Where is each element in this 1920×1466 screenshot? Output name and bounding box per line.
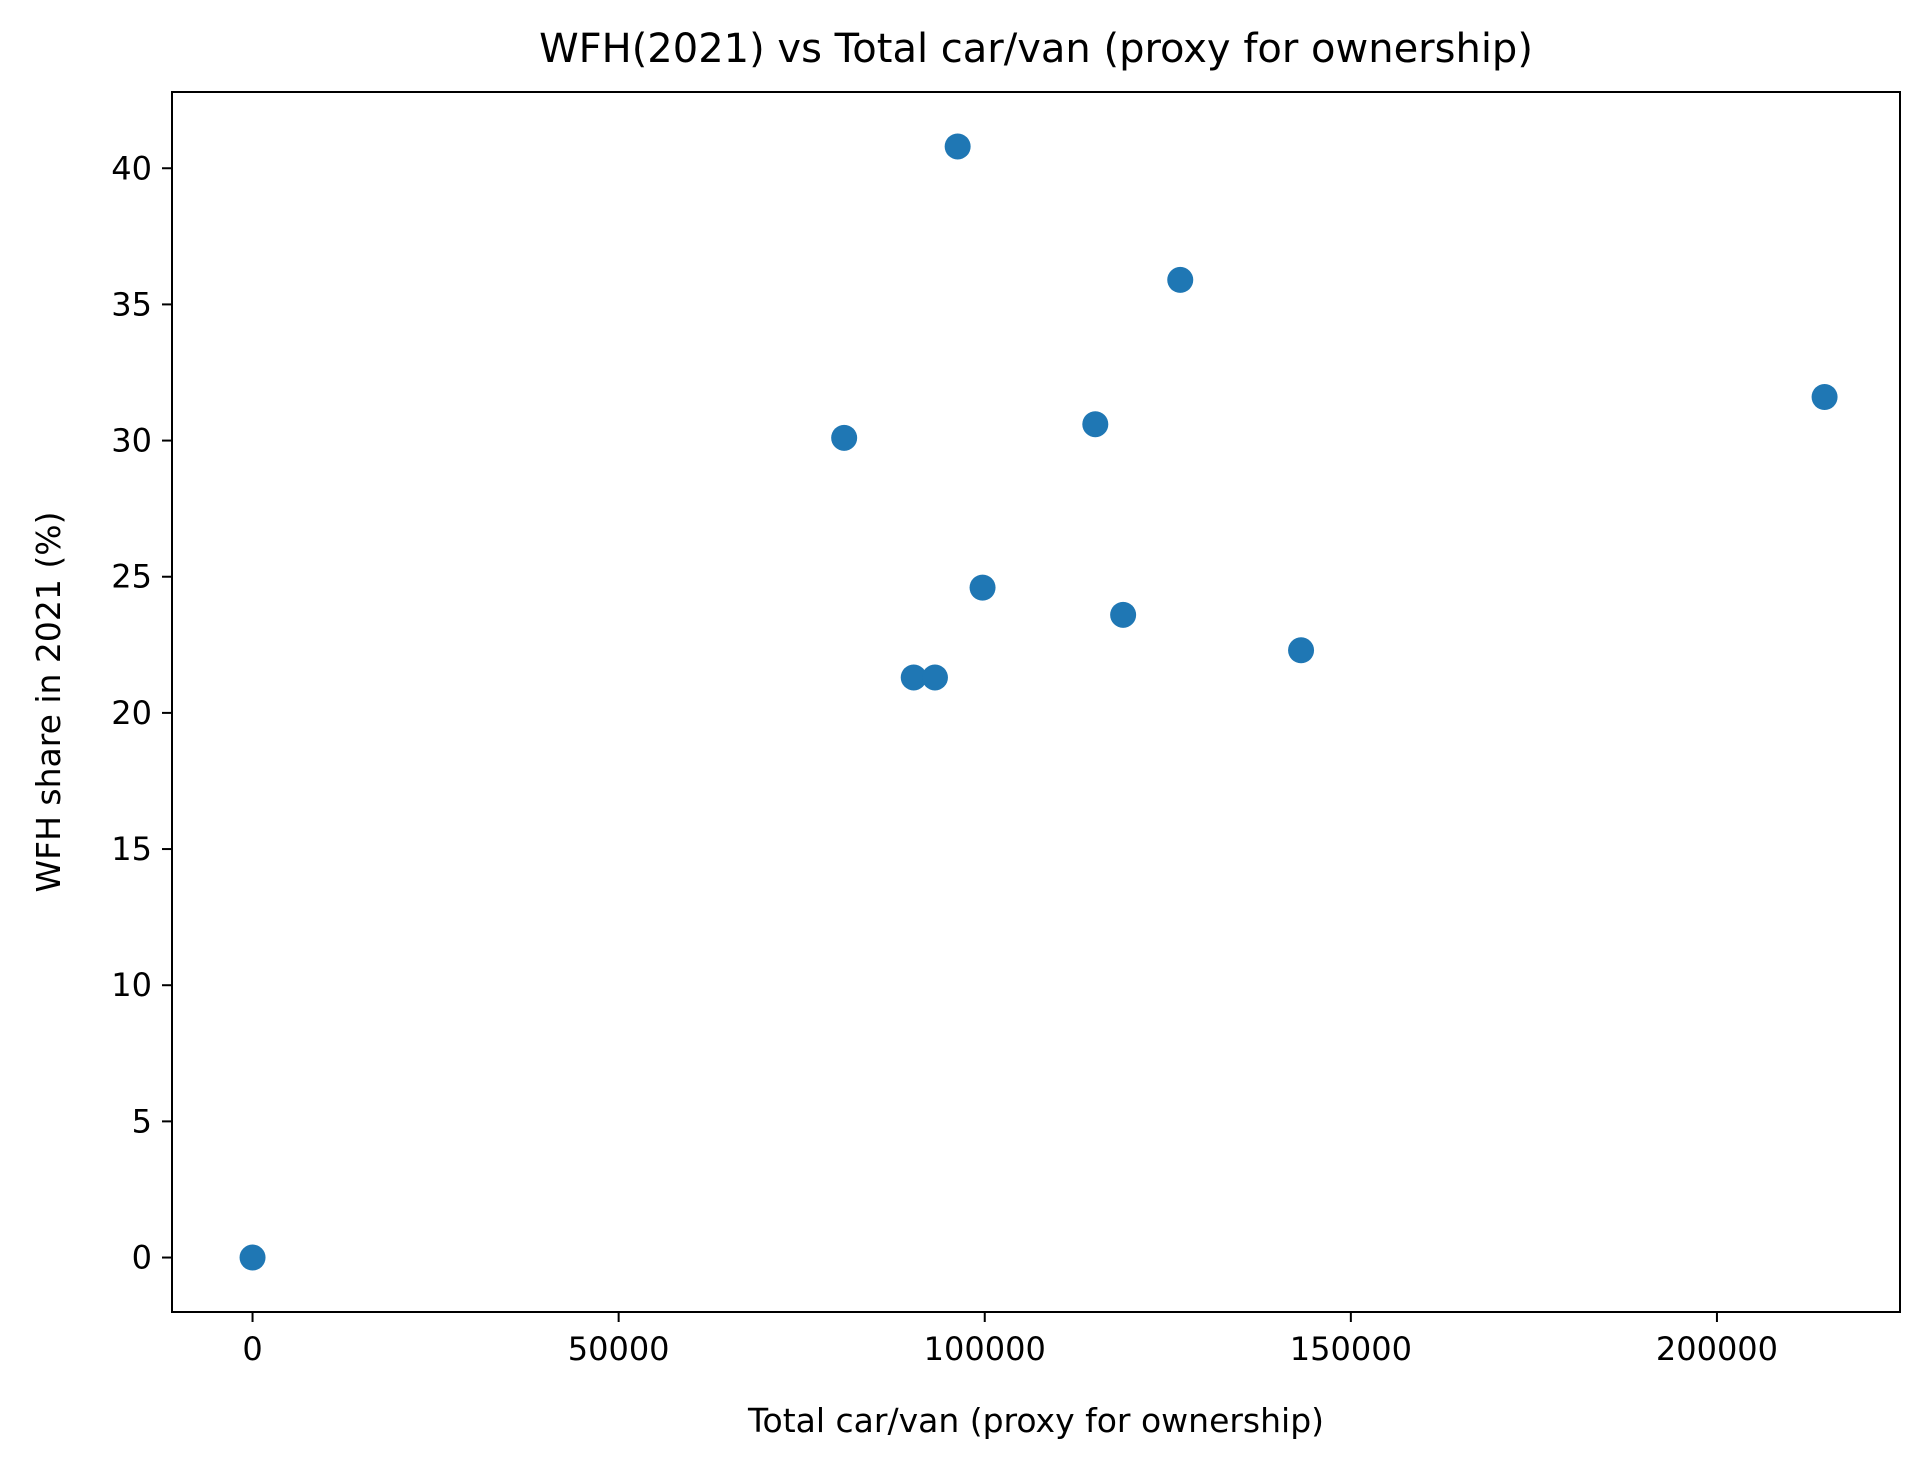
scatter-point [1082, 411, 1109, 438]
y-tick-label: 10 [111, 966, 152, 1004]
scatter-point [831, 424, 858, 451]
x-tick-label: 50000 [568, 1330, 670, 1368]
scatter-point [969, 574, 996, 601]
scatter-points [239, 133, 1838, 1271]
x-tick-label: 150000 [1290, 1330, 1412, 1368]
y-tick-label: 25 [111, 558, 152, 596]
chart-title: WFH(2021) vs Total car/van (proxy for ow… [539, 26, 1533, 72]
scatter-point [1288, 637, 1315, 664]
scatter-point [1811, 384, 1838, 410]
y-tick-label: 40 [111, 149, 152, 187]
scatter-point [921, 664, 948, 691]
scatter-point [944, 133, 971, 160]
scatter-point [900, 664, 927, 691]
x-tick-label: 100000 [924, 1330, 1046, 1368]
y-tick-label: 15 [111, 830, 152, 868]
y-tick-label: 20 [111, 694, 152, 732]
scatter-point [1167, 266, 1194, 293]
y-tick-label: 5 [132, 1102, 152, 1140]
scatter-point [239, 1244, 266, 1271]
y-tick-label: 30 [111, 422, 152, 460]
plot-area-frame [171, 91, 1901, 1313]
y-axis-label: WFH share in 2021 (%) [29, 511, 68, 892]
y-axis: 0 5 10 15 20 25 30 35 40 [111, 149, 172, 1277]
x-tick-label: 200000 [1656, 1330, 1778, 1368]
scatter-point [1110, 601, 1137, 628]
y-tick-label: 35 [111, 285, 152, 323]
x-tick-label: 0 [242, 1330, 262, 1368]
x-axis: 0 50000 100000 150000 200000 [242, 1312, 1778, 1368]
y-tick-label: 0 [132, 1239, 152, 1277]
x-axis-label: Total car/van (proxy for ownership) [747, 1401, 1324, 1440]
